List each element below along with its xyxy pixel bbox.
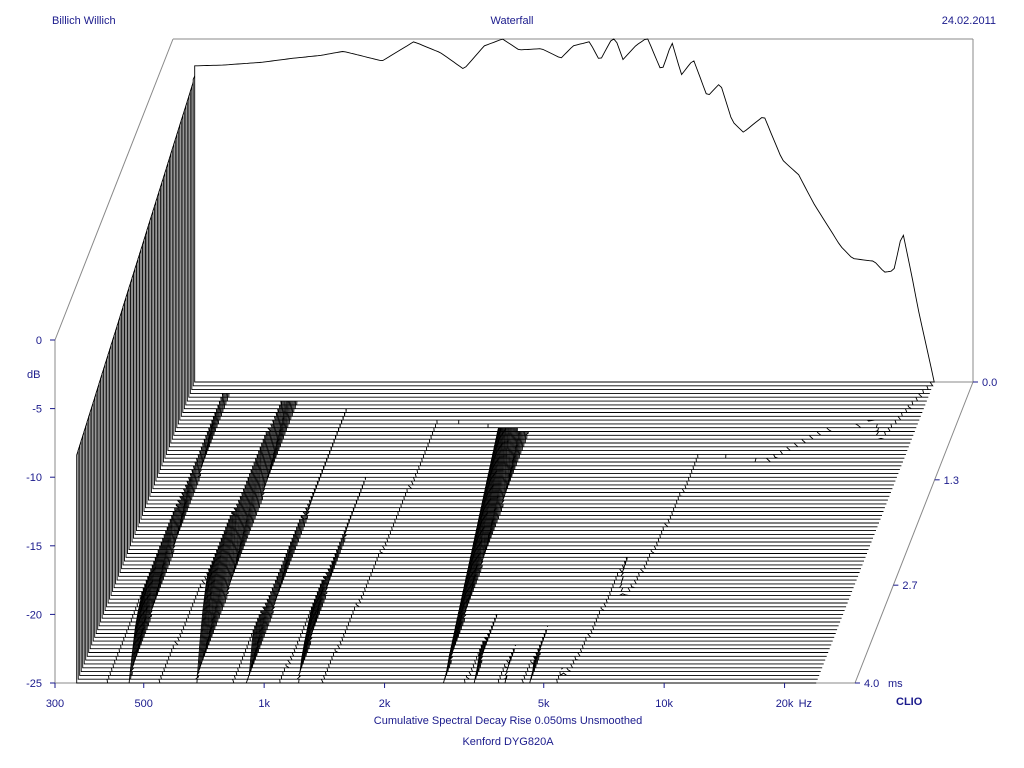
axes: 300 500 1k 2k 5k 10k 20k Hz 0 -5 -10 -15 -20 -25 dB 0.0… (26, 335, 997, 710)
measurement-description: Cumulative Spectral Decay Rise 0.050ms U… (374, 715, 642, 727)
chart-title: Waterfall (491, 15, 534, 27)
decay-slice-0 (194, 38, 935, 383)
brand-logo: CLIO (896, 696, 923, 708)
x-tick-label-6: 20k (776, 698, 794, 710)
x-tick-label-2: 1k (258, 698, 270, 710)
x-tick-label-3: 2k (379, 698, 391, 710)
decay-slices (76, 38, 935, 684)
z-unit-label: ms (888, 678, 903, 690)
frame-time-axis (854, 381, 974, 684)
z-tick-label-3: 4.0 (864, 678, 879, 690)
date-label: 24.02.2011 (942, 15, 996, 27)
author-label: Billich Willich (52, 15, 116, 27)
y-tick-label-1: -5 (32, 404, 42, 416)
z-tick-label-0: 0.0 (982, 377, 997, 389)
z-tick-label-1: 1.3 (944, 475, 959, 487)
x-tick-label-5: 10k (655, 698, 673, 710)
y-tick-label-5: -25 (26, 678, 42, 690)
y-tick-label-0: 0 (36, 335, 42, 347)
device-name: Kenford DYG820A (462, 736, 554, 748)
y-tick-label-3: -15 (26, 541, 42, 553)
y-tick-label-2: -10 (26, 472, 42, 484)
z-tick-label-2: 2.7 (902, 580, 917, 592)
x-tick-label-0: 300 (46, 698, 64, 710)
y-tick-label-4: -20 (26, 609, 42, 621)
x-tick-label-4: 5k (538, 698, 550, 710)
frame-left-edge (54, 38, 174, 341)
x-tick-label-1: 500 (135, 698, 153, 710)
y-unit-label: dB (27, 369, 40, 381)
x-unit-label: Hz (799, 698, 812, 710)
